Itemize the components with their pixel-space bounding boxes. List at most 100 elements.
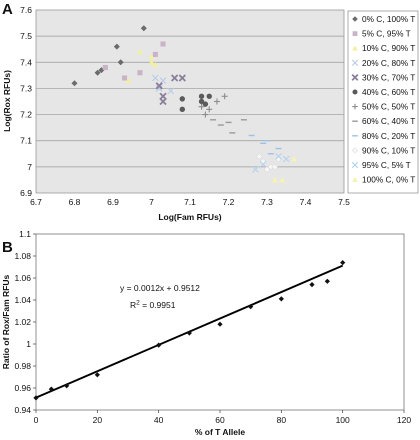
legend-label-a: 100% C, 0% T <box>362 175 415 185</box>
y-tick-label-b: 1.1 <box>19 229 31 239</box>
y-tick-label-b: 0.94 <box>14 405 31 415</box>
legend-entry-a: 30% C, 70% T <box>351 72 415 82</box>
legend-marker-a <box>352 45 358 51</box>
x-tick-label-a: 6.7 <box>30 197 42 207</box>
data-point-a <box>148 54 155 60</box>
y-tick-label-a: 7.2 <box>20 110 32 120</box>
legend-marker-a <box>351 147 359 154</box>
legend-marker-a <box>352 176 358 182</box>
data-point-a <box>178 74 186 82</box>
data-point-a <box>152 61 159 68</box>
y-tick-label-a: 7.4 <box>20 57 32 67</box>
legend-entry-a: 10% C, 90% T <box>352 43 415 53</box>
legend-label-a: 95% C, 5% T <box>362 160 411 170</box>
y-tick-label-b: 1.02 <box>14 317 31 327</box>
legend-entry-a: 90% C, 10% T <box>351 145 415 155</box>
legend-label-a: 10% C, 90% T <box>362 43 415 53</box>
legend-a <box>347 10 419 194</box>
legend-entry-a: 100% C, 0% T <box>352 175 415 185</box>
data-point-b <box>64 383 70 389</box>
y-axis-title-a: Log(Rox RFUs) <box>2 70 12 132</box>
data-point-a <box>206 93 212 99</box>
y-tick-label-a: 7.1 <box>20 136 32 146</box>
y-axis-title-b: Ratio of Rox/Fam RFUs <box>1 275 11 370</box>
x-tick-label-b: 0 <box>34 415 39 425</box>
data-point-a <box>151 74 159 82</box>
scatter-chart-a: A 6.9 7 7.1 7.2 7.3 7.4 7.5 7.6 6.7 6.8 6.9 7 7.1 7.2… <box>2 1 419 222</box>
data-point-a <box>198 98 205 105</box>
x-tick-label-a: 7.4 <box>300 197 312 207</box>
legend-label-a: 90% C, 10% T <box>362 145 415 155</box>
data-point-a <box>202 111 209 118</box>
data-point-a <box>252 166 259 173</box>
x-tick-label-b: 40 <box>154 415 164 425</box>
y-tick-label-b: 1.06 <box>14 273 31 283</box>
x-axis-title-b: % of T Allele <box>195 427 245 437</box>
data-point-a <box>255 153 263 160</box>
data-point-a <box>213 98 220 105</box>
legend-label-a: 5% C, 95% T <box>362 29 411 39</box>
trendline-equation: y = 0.0012x + 0.9512 <box>120 283 200 293</box>
data-point-a <box>152 51 158 57</box>
y-tick-label-b: 1.04 <box>14 295 31 305</box>
data-point-a <box>206 106 213 113</box>
data-point-a <box>198 93 205 99</box>
legend-marker-a <box>352 89 358 95</box>
y-tick-label-a: 6.9 <box>20 188 32 198</box>
x-tick-label-b: 80 <box>277 415 287 425</box>
legend-marker-a <box>352 16 358 22</box>
y-tick-label-a: 7.5 <box>20 31 32 41</box>
y-tick-label-b: 1 <box>26 339 31 349</box>
data-point-a <box>282 155 290 163</box>
x-tick-label-b: 20 <box>93 415 103 425</box>
panel-label-a: A <box>2 1 13 18</box>
data-point-a <box>202 101 209 107</box>
data-point-a <box>221 93 228 100</box>
x-tick-label-a: 7 <box>149 197 154 207</box>
x-tick-label-a: 6.8 <box>69 197 81 207</box>
legend-entry-a: 95% C, 5% T <box>351 160 411 170</box>
data-point-a <box>179 96 185 102</box>
data-point-a <box>140 25 147 32</box>
legend-marker-a <box>351 59 359 66</box>
y-tick-label-a: 7 <box>27 162 32 172</box>
x-tick-label-a: 6.9 <box>107 197 119 207</box>
y-tick-label-b: 0.98 <box>14 361 31 371</box>
data-point-a <box>263 166 271 173</box>
r-squared-label: R2 = 0.9951 <box>130 300 176 311</box>
data-point-a <box>275 153 282 160</box>
data-point-a <box>148 59 155 65</box>
data-point-a <box>159 92 167 100</box>
legend-entry-a: 5% C, 95% T <box>352 29 411 39</box>
data-point-a <box>94 69 101 76</box>
data-point-a <box>271 176 278 183</box>
legend-entry-a: 0% C, 100% T <box>352 14 415 24</box>
y-tick-label-a: 7.3 <box>20 83 32 93</box>
legend-label-a: 80% C, 20% T <box>362 131 415 141</box>
legend-marker-a <box>352 31 358 36</box>
data-point-b <box>186 330 192 336</box>
y-tick-label-b: 1.08 <box>14 251 31 261</box>
data-point-a <box>179 106 185 113</box>
data-point-a <box>122 75 128 81</box>
data-point-a <box>71 80 78 87</box>
y-tick-label-b: 0.96 <box>14 383 31 393</box>
legend-entry-a: 40% C, 60% T <box>352 87 415 97</box>
panel-label-b: B <box>2 239 13 256</box>
x-tick-label-b: 60 <box>215 415 225 425</box>
legend-marker-a <box>351 161 359 169</box>
x-tick-label-b: 120 <box>397 415 411 425</box>
x-tick-label-a: 7.1 <box>184 197 196 207</box>
data-point-a <box>137 70 143 76</box>
data-point-a <box>125 77 132 83</box>
legend-label-a: 60% C, 40% T <box>362 116 415 126</box>
data-point-a <box>279 176 286 183</box>
x-tick-label-a: 7.5 <box>338 197 350 207</box>
legend-label-a: 0% C, 100% T <box>362 14 415 24</box>
data-point-a <box>117 59 124 66</box>
x-axis-title-a: Log(Fam RFUs) <box>158 212 221 222</box>
data-point-a <box>102 64 108 71</box>
legend-marker-a <box>352 103 358 110</box>
legend-label-a: 20% C, 80% T <box>362 58 415 68</box>
legend-label-a: 50% C, 50% T <box>362 102 415 112</box>
